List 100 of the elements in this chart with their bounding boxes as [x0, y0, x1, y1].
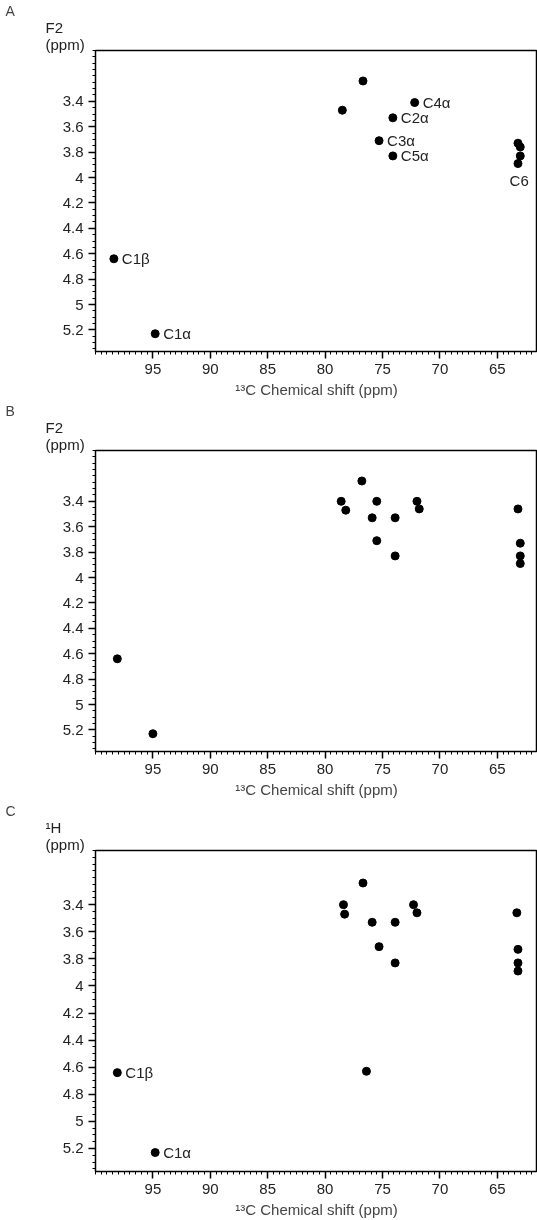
point: [358, 76, 368, 86]
point: [513, 958, 523, 968]
x-tick-label: 65: [488, 1179, 506, 1197]
annotation: C1α: [163, 325, 192, 343]
x-tick-label: 80: [316, 359, 334, 377]
point: [390, 513, 400, 523]
point: [109, 254, 119, 264]
point: [367, 513, 377, 523]
annotation: C3α: [387, 132, 416, 150]
point: [513, 504, 523, 514]
y-tick-label: 5.2: [62, 320, 84, 338]
y-tick-label: 3.6: [62, 922, 84, 940]
annotation: C4α: [422, 94, 451, 112]
y-tick-label: 4: [75, 168, 84, 186]
point: [337, 105, 347, 115]
x-tick-label: 65: [488, 759, 506, 777]
annotation: C2α: [400, 109, 430, 127]
x-axis-title: ¹³C Chemical shift (ppm): [235, 1200, 398, 1218]
y-tick-label: 4.2: [62, 1004, 84, 1022]
point: [112, 654, 122, 664]
chart-title: B: [5, 402, 15, 419]
y-axis-title: F2 (ppm): [45, 18, 85, 53]
x-tick-label: 95: [144, 1179, 162, 1197]
point: [513, 944, 523, 954]
x-tick-label: 75: [374, 759, 391, 777]
x-tick-label: 95: [144, 359, 162, 377]
y-tick-label: 4.6: [62, 644, 84, 662]
point: [388, 151, 398, 161]
point: [338, 900, 348, 910]
y-tick-label: 3.6: [62, 117, 84, 135]
y-tick-label: 5.2: [62, 1139, 84, 1157]
point: [341, 505, 351, 515]
x-tick-label: 90: [201, 759, 219, 777]
y-tick-label: 5: [75, 295, 84, 313]
chart-title: A: [5, 2, 16, 19]
y-tick-label: 4.8: [62, 670, 84, 688]
annotation: C6: [509, 171, 529, 189]
x-tick-label: 95: [144, 759, 162, 777]
point: [374, 136, 384, 146]
point: [336, 496, 346, 506]
y-tick-label: 3.4: [62, 92, 84, 110]
y-tick-label: 4.4: [62, 1031, 84, 1049]
point: [388, 113, 398, 123]
point: [340, 909, 350, 919]
x-tick-label: 85: [259, 759, 277, 777]
x-tick-label: 75: [374, 359, 391, 377]
point: [515, 551, 525, 561]
point: [150, 1148, 160, 1158]
y-tick-label: 4: [75, 568, 84, 586]
point: [515, 559, 525, 569]
point: [390, 551, 400, 561]
y-tick-label: 3.8: [62, 143, 84, 161]
point: [148, 729, 158, 739]
point: [357, 476, 367, 486]
y-tick-label: 4: [75, 976, 84, 994]
point: [372, 536, 382, 546]
y-tick-label: 5: [75, 695, 84, 713]
annotation: C1α: [163, 1144, 192, 1162]
point: [414, 504, 424, 514]
y-tick-label: 5: [75, 1112, 84, 1130]
y-tick-label: 4.8: [62, 270, 84, 288]
y-axis-title: F2 (ppm): [45, 418, 85, 453]
point: [372, 496, 382, 506]
x-tick-label: 90: [201, 359, 219, 377]
y-tick-label: 4.8: [62, 1085, 84, 1103]
y-tick-label: 4.2: [62, 593, 84, 611]
point: [409, 900, 419, 910]
y-tick-label: 4.4: [62, 219, 84, 237]
x-axis-title: ¹³C Chemical shift (ppm): [235, 780, 398, 798]
point: [112, 1068, 122, 1078]
y-tick-label: 3.6: [62, 517, 84, 535]
annotation: C1β: [121, 250, 151, 268]
x-tick-label: 70: [431, 759, 449, 777]
y-axis-title: ¹H (ppm): [45, 818, 85, 853]
x-tick-label: 65: [488, 359, 506, 377]
y-tick-label: 4.6: [62, 244, 84, 262]
x-tick-label: 90: [201, 1179, 219, 1197]
point: [515, 538, 525, 548]
point: [367, 917, 377, 927]
x-axis-title: ¹³C Chemical shift (ppm): [235, 380, 398, 398]
y-tick-label: 3.4: [62, 492, 84, 510]
point: [358, 878, 368, 888]
point: [410, 98, 420, 108]
x-tick-label: 70: [431, 1179, 449, 1197]
chart-title: C: [5, 802, 16, 819]
point: [390, 958, 400, 968]
y-tick-label: 3.8: [62, 543, 84, 561]
x-tick-label: 75: [374, 1179, 391, 1197]
point: [390, 917, 400, 927]
point: [513, 966, 523, 976]
y-tick-label: 4.2: [62, 193, 84, 211]
point: [150, 329, 160, 339]
point: [512, 908, 522, 918]
x-tick-label: 85: [259, 1179, 277, 1197]
annotation: C1β: [125, 1064, 154, 1082]
x-tick-label: 80: [316, 759, 334, 777]
y-tick-label: 4.4: [62, 619, 84, 637]
x-tick-label: 70: [431, 359, 449, 377]
annotation: C5α: [400, 147, 430, 165]
point: [513, 159, 523, 169]
